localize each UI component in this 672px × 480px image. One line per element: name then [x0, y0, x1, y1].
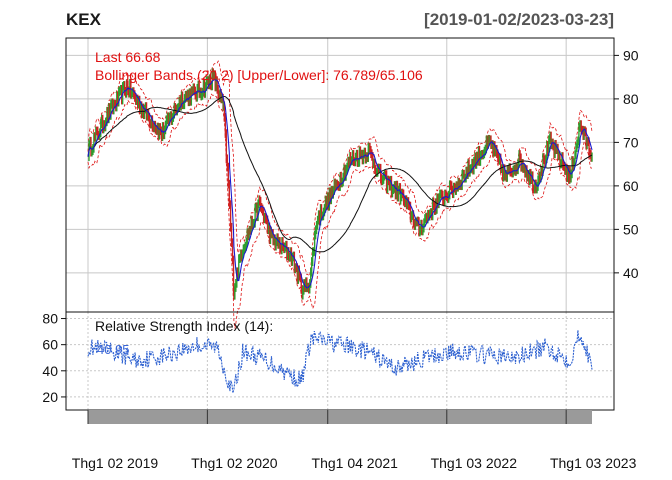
x-tick-label: Thg1 02 2019 — [72, 455, 159, 471]
legend-rsi-value: 40.95 — [97, 342, 130, 357]
price-y-tick-label: 50 — [623, 221, 639, 237]
price-y-tick-label: 90 — [623, 47, 639, 63]
chart-title: KEX — [66, 10, 102, 29]
bollinger-middle — [87, 78, 593, 289]
rsi-line — [87, 330, 593, 394]
long-moving-average — [87, 96, 593, 253]
legend-last: Last 66.68 — [95, 49, 161, 65]
x-axis-band — [88, 410, 592, 424]
legend-rsi: Relative Strength Index (14): — [95, 318, 273, 334]
x-axis: Thg1 02 2019 Thg1 02 2020 Thg1 04 2021 Thg1… — [72, 410, 637, 471]
rsi-y-tick-label: 60 — [42, 337, 58, 353]
x-axis-strip — [88, 410, 592, 424]
price-series — [87, 60, 593, 329]
price-grid — [66, 38, 614, 312]
price-y-axis: 40 50 60 70 80 90 — [614, 47, 639, 281]
x-tick-label: Thg1 04 2021 — [312, 455, 399, 471]
price-y-tick-label: 40 — [623, 265, 639, 281]
rsi-y-tick-label: 80 — [42, 311, 58, 327]
bollinger-lower — [87, 93, 592, 329]
rsi-series — [87, 330, 593, 394]
rsi-grid — [66, 312, 614, 410]
price-y-tick-label: 80 — [623, 91, 639, 107]
price-y-tick-label: 70 — [623, 134, 639, 150]
rsi-y-tick-label: 20 — [42, 389, 58, 405]
legend-bollinger: Bollinger Bands (20,2) [Upper/Lower]: 76… — [95, 67, 423, 83]
x-tick-label: Thg1 02 2020 — [191, 455, 278, 471]
rsi-y-axis: 20 40 60 80 — [42, 311, 66, 405]
date-range: [2019-01-02/2023-03-23] — [424, 10, 614, 29]
price-y-tick-label: 60 — [623, 178, 639, 194]
x-tick-label: Thg1 03 2022 — [431, 455, 518, 471]
x-tick-label: Thg1 03 2023 — [550, 455, 637, 471]
rsi-y-tick-label: 40 — [42, 363, 58, 379]
